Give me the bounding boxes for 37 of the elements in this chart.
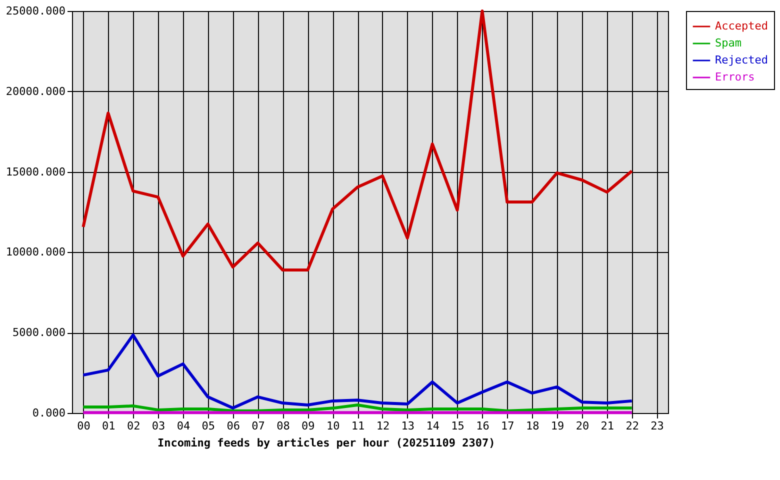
x-tick-label: 01 (102, 420, 116, 432)
x-tick-label: 06 (226, 420, 240, 432)
x-tick-label: 16 (476, 420, 490, 432)
x-tick-label: 02 (126, 420, 140, 432)
x-tick-label: 13 (401, 420, 415, 432)
x-tick-label: 22 (626, 420, 639, 432)
x-tick-label: 14 (426, 420, 440, 432)
y-tick-label: 5000.000 (12, 326, 66, 340)
y-tick-label: 15000.000 (6, 165, 66, 178)
x-tick-label: 03 (152, 420, 166, 432)
x-tick-label: 17 (501, 420, 514, 432)
y-tick-label: 10000.000 (6, 246, 66, 259)
x-tick-label: 15 (451, 420, 464, 432)
legend-label: Rejected (715, 54, 768, 66)
legend-label: Errors (715, 70, 755, 84)
x-tick-label: 18 (526, 420, 540, 432)
x-tick-label: 19 (550, 420, 564, 432)
x-tick-label: 09 (302, 420, 315, 432)
x-tick-label: 05 (202, 420, 216, 432)
x-tick-label: 23 (650, 420, 664, 432)
y-tick-label: 25000.000 (6, 4, 66, 18)
legend-label: Accepted (715, 20, 768, 32)
legend-label: Spam (715, 36, 742, 50)
x-tick-label: 11 (351, 420, 365, 432)
y-tick-label: 20000.000 (6, 84, 66, 98)
x-tick-label: 12 (376, 420, 390, 432)
x-tick-label: 04 (176, 420, 190, 432)
x-tick-label: 08 (276, 420, 290, 432)
x-tick-label: 21 (600, 420, 614, 432)
line-series (82, 10, 634, 272)
line-series (82, 334, 634, 410)
y-tick-label: 0.000 (32, 406, 66, 420)
x-tick-label: 20 (576, 420, 590, 432)
x-axis-title: Incoming feeds by articles per hour (20251109 2307) (158, 436, 496, 450)
x-tick-label: 10 (326, 420, 340, 432)
x-tick-label: 00 (77, 420, 90, 432)
x-tick-label: 07 (252, 420, 265, 432)
